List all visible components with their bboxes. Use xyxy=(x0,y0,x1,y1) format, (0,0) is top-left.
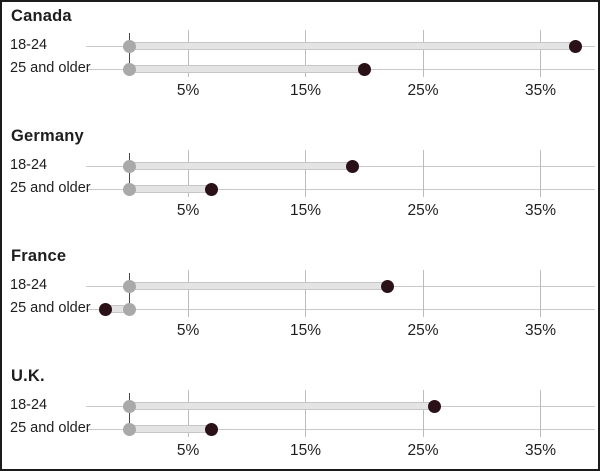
gridline xyxy=(422,150,424,197)
value-dot xyxy=(569,39,583,53)
axis-tick-label: 35% xyxy=(525,442,557,459)
gridline xyxy=(540,390,542,437)
row-label: 18-24 xyxy=(10,397,48,413)
value-dot xyxy=(205,182,219,196)
baseline-dot xyxy=(122,62,136,76)
row-label: 18-24 xyxy=(10,277,48,293)
axis-tick-label: 5% xyxy=(176,82,200,99)
panel-germany: Germany 5% 15% 25% 35% 18-24 25 and older xyxy=(2,122,598,242)
panel-canada: Canada 5% 15% 25% 35% 18-24 25 and older xyxy=(2,2,598,122)
value-band xyxy=(129,162,353,170)
axis-tick-label: 25% xyxy=(407,82,439,99)
baseline-dot xyxy=(122,302,136,316)
row-label: 25 and older xyxy=(10,60,91,76)
row-label: 18-24 xyxy=(10,157,48,173)
baseline-dot xyxy=(122,422,136,436)
zero-baseline-line xyxy=(128,153,131,196)
zero-baseline-line xyxy=(128,393,131,436)
row-label: 25 and older xyxy=(10,180,91,196)
gridline xyxy=(422,270,424,317)
axis-tick-label: 15% xyxy=(290,322,322,339)
gridline xyxy=(422,390,424,437)
value-band xyxy=(129,402,435,410)
gridline xyxy=(540,270,542,317)
value-dot xyxy=(357,62,371,76)
axis-tick-label: 5% xyxy=(176,322,200,339)
row-label: 18-24 xyxy=(10,37,48,53)
group-title: France xyxy=(11,247,67,265)
axis-tick-label: 25% xyxy=(407,442,439,459)
panel-uk: U.K. 5% 15% 25% 35% 18-24 25 and older xyxy=(2,362,598,469)
value-band xyxy=(129,65,365,73)
value-band xyxy=(105,305,130,313)
row-line xyxy=(86,428,595,430)
axis-tick-label: 35% xyxy=(525,82,557,99)
gridline xyxy=(187,30,189,77)
gridline xyxy=(540,150,542,197)
value-band xyxy=(129,185,212,193)
axis-tick-label: 15% xyxy=(290,442,322,459)
baseline-dot xyxy=(122,399,136,413)
axis-tick-label: 25% xyxy=(407,322,439,339)
group-title: Germany xyxy=(11,127,84,145)
axis-tick-label: 35% xyxy=(525,202,557,219)
axis-tick-label: 5% xyxy=(176,442,200,459)
value-band xyxy=(129,42,576,50)
gridline xyxy=(187,390,189,437)
row-line xyxy=(86,308,595,310)
gridline xyxy=(540,30,542,77)
row-line xyxy=(86,188,595,190)
axis-tick-label: 15% xyxy=(290,82,322,99)
zero-baseline-line xyxy=(128,33,131,76)
value-band xyxy=(129,425,212,433)
group-title: Canada xyxy=(11,7,72,25)
axis-tick-label: 25% xyxy=(407,202,439,219)
gridline xyxy=(187,150,189,197)
value-dot xyxy=(99,302,113,316)
value-dot xyxy=(346,159,360,173)
baseline-dot xyxy=(122,159,136,173)
value-band xyxy=(129,282,388,290)
baseline-dot xyxy=(122,279,136,293)
gridline xyxy=(305,30,307,77)
axis-tick-label: 35% xyxy=(525,322,557,339)
row-label: 25 and older xyxy=(10,300,91,316)
gridline xyxy=(305,270,307,317)
axis-tick-label: 5% xyxy=(176,202,200,219)
value-dot xyxy=(205,422,219,436)
zero-baseline-line xyxy=(128,273,131,316)
gridline xyxy=(305,150,307,197)
axis-tick-label: 15% xyxy=(290,202,322,219)
row-label: 25 and older xyxy=(10,420,91,436)
baseline-dot xyxy=(122,182,136,196)
gridline xyxy=(187,270,189,317)
value-dot xyxy=(428,399,442,413)
baseline-dot xyxy=(122,39,136,53)
gridline xyxy=(305,390,307,437)
panel-france: France 5% 15% 25% 35% 18-24 25 and older xyxy=(2,242,598,362)
value-dot xyxy=(381,279,395,293)
group-title: U.K. xyxy=(11,367,45,385)
gridline xyxy=(422,30,424,77)
